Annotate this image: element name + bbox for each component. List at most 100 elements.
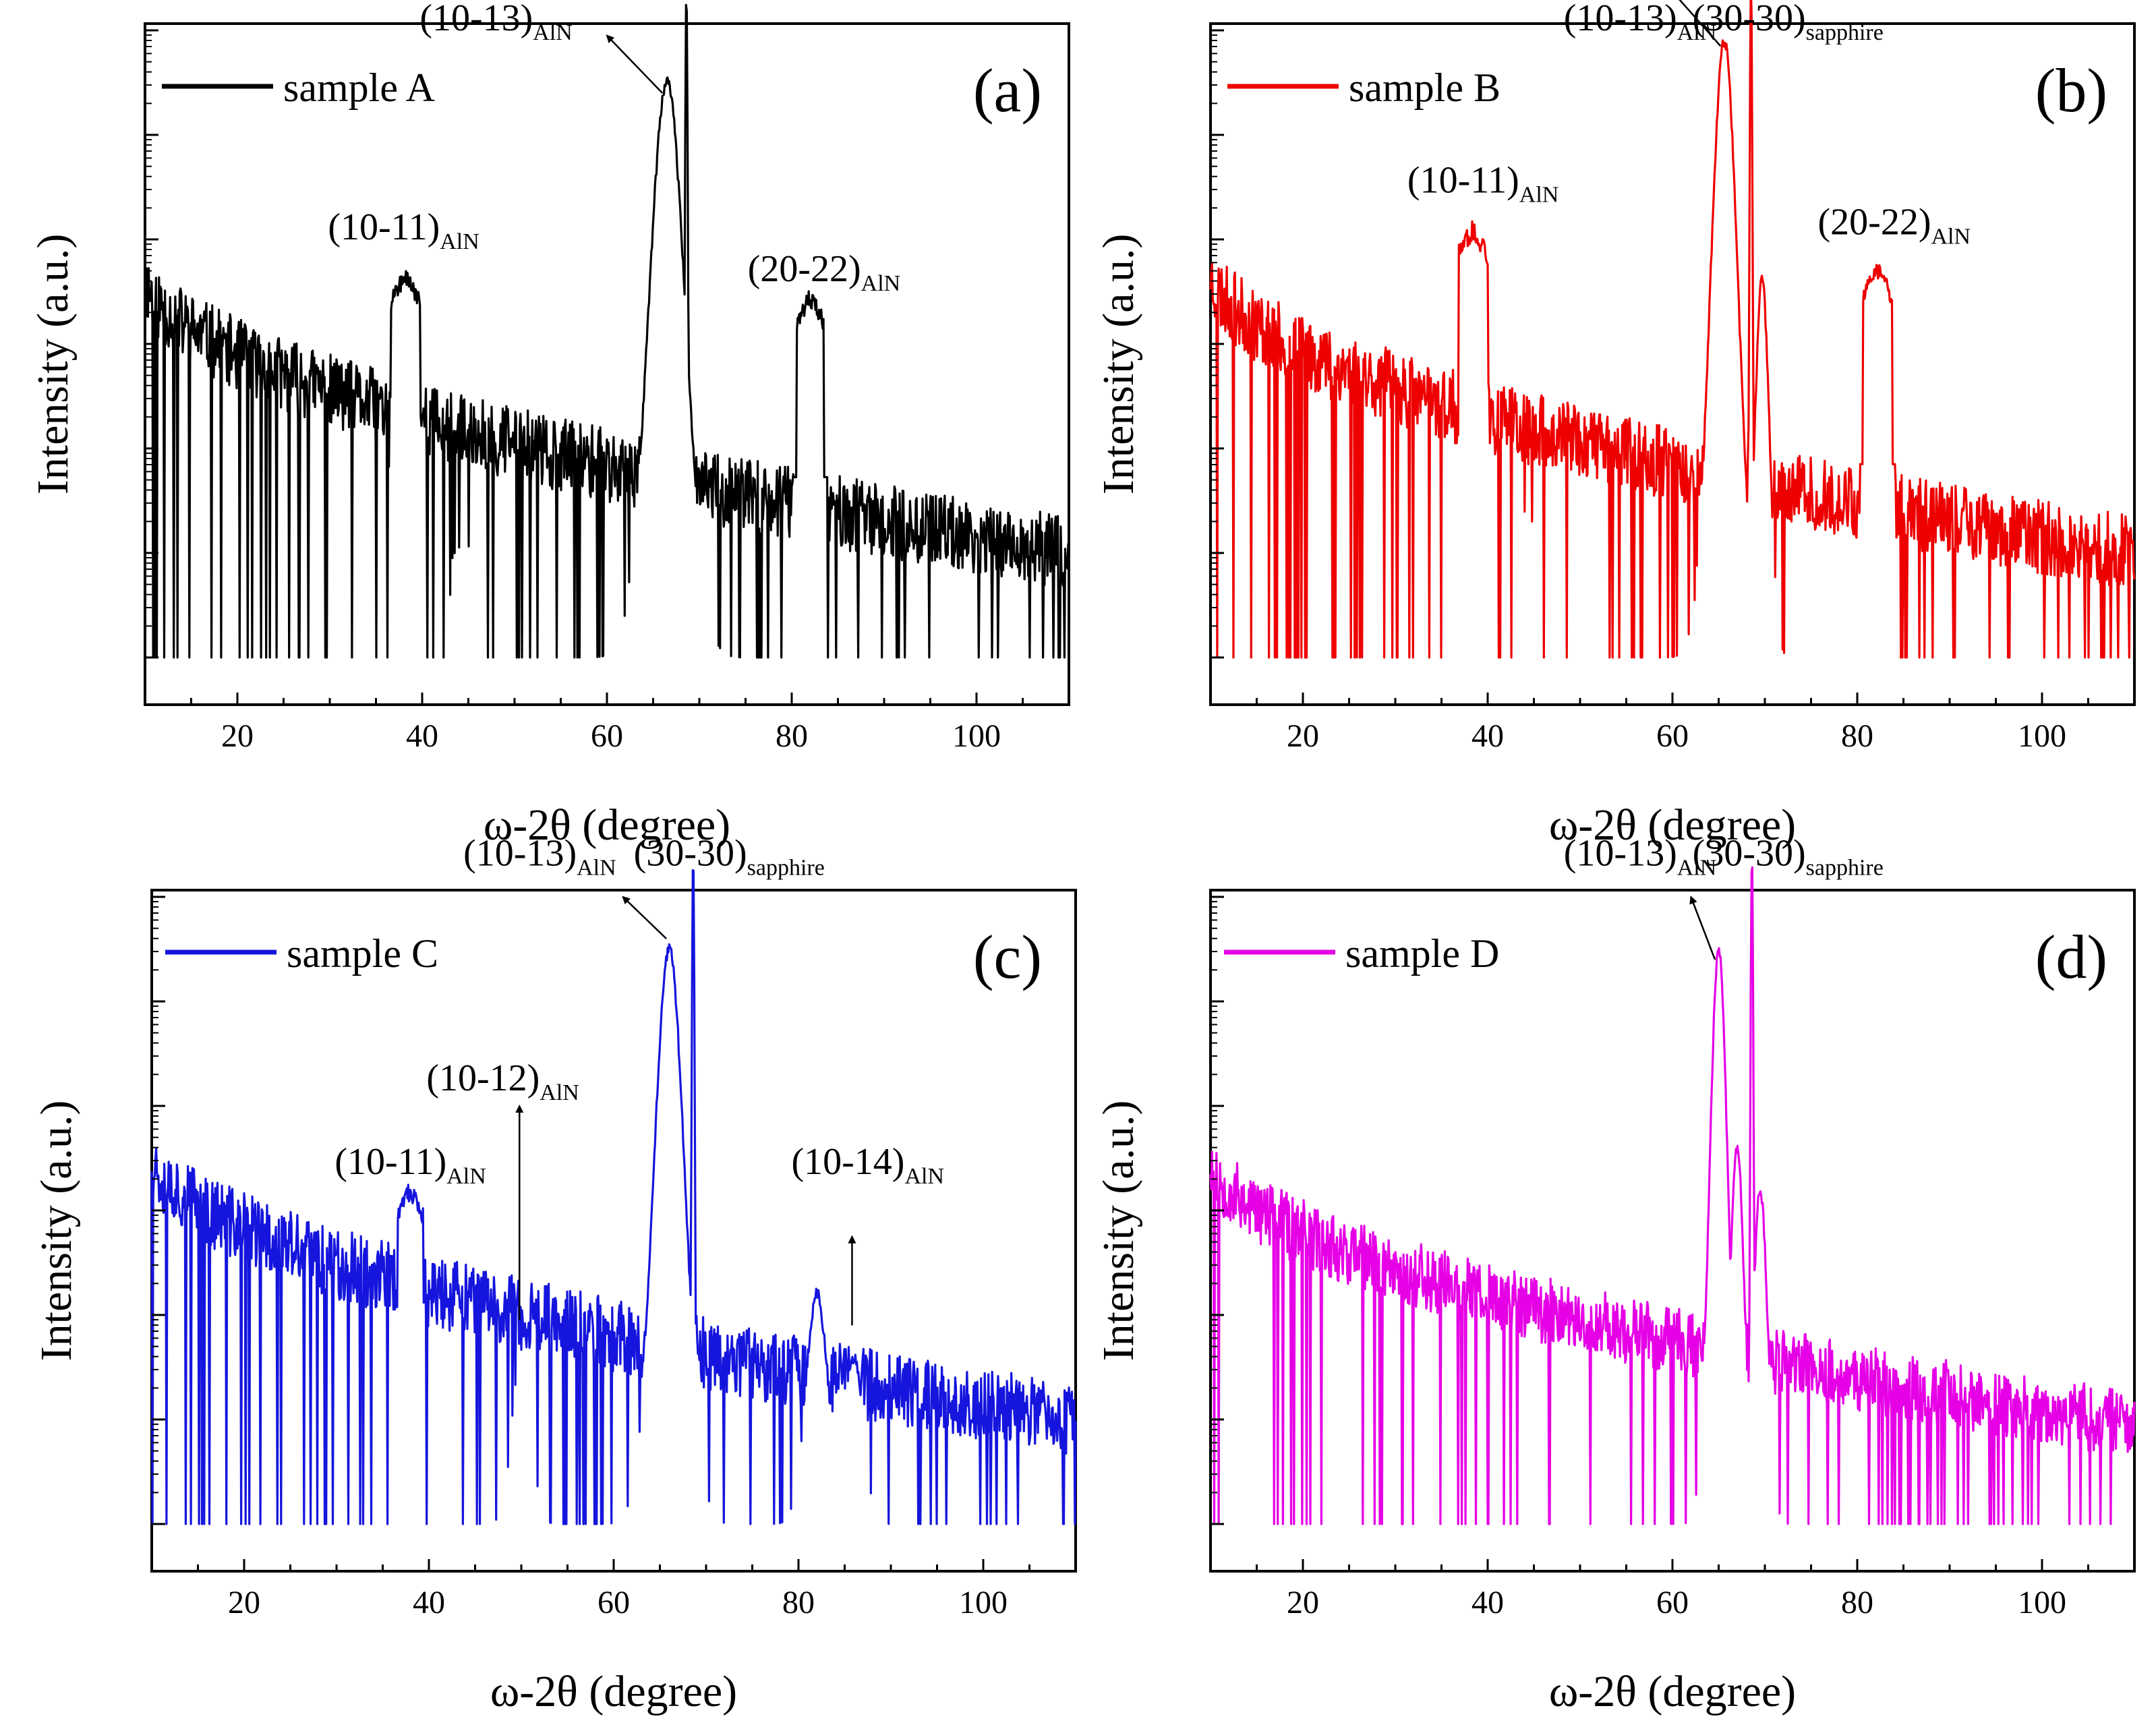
peak-label-index: (20-22) — [748, 248, 861, 290]
peak-label-subscript: sapphire — [1806, 20, 1884, 45]
series-line — [144, 3, 1070, 659]
x-tick-label: 80 — [1841, 718, 1873, 754]
peak-label: (10-12)AlN — [426, 1057, 579, 1105]
peak-label: (20-22)AlN — [1818, 201, 1971, 249]
panel-label: (b) — [2035, 56, 2107, 125]
peak-label: (10-11)AlN — [1407, 159, 1558, 207]
legend-label: sample D — [1345, 931, 1499, 976]
x-tick-label: 40 — [406, 718, 438, 754]
panel-c: 20 40 60 80 100 (10-11)AlN(10-12)AlN(10-13)A… — [32, 833, 1077, 1716]
peak-label: (10-14)AlN — [791, 1141, 944, 1189]
peak-label-index: (10-13) — [1564, 833, 1677, 875]
legend: sample D — [1224, 931, 1499, 976]
peak-label: (30-30)sapphire — [1693, 833, 1884, 881]
peak-label-subscript: AlN — [1931, 224, 1971, 249]
peak-label: (10-13)AlN — [1564, 0, 1717, 45]
peak-label-subscript: sapphire — [1806, 856, 1884, 881]
peak-label-subscript: AlN — [904, 1164, 944, 1189]
x-tick-label: 60 — [1656, 718, 1689, 754]
peak-label-subscript: sapphire — [747, 856, 825, 881]
peak-label-index: (10-11) — [334, 1141, 446, 1183]
x-axis-title: ω-2θ (degree) — [484, 800, 730, 850]
axis-ticks: 20 40 60 80 100 — [1209, 896, 2136, 1620]
data-series-line — [1209, 866, 2136, 1525]
peak-label-subscript: AlN — [540, 1080, 579, 1105]
peak-label: (10-13)AlN — [463, 833, 616, 881]
peak-label-index: (10-11) — [1407, 159, 1519, 201]
peak-label-subscript: AlN — [1677, 20, 1717, 45]
y-axis-title: Intensity (a.u.) — [32, 1101, 81, 1361]
legend-label: sample B — [1349, 65, 1501, 110]
x-tick-label: 20 — [228, 1585, 260, 1620]
x-tick-label: 20 — [1287, 718, 1319, 754]
x-tick-label: 80 — [782, 1585, 815, 1620]
peak-label-index: (30-30) — [634, 833, 747, 875]
x-axis-title: ω-2θ (degree) — [490, 1667, 737, 1716]
x-tick-label: 20 — [1287, 1585, 1319, 1620]
peak-label-index: (10-14) — [791, 1141, 904, 1183]
x-tick-label: 100 — [2018, 718, 2066, 754]
x-tick-label: 80 — [776, 718, 808, 754]
peak-label-subscript: AlN — [446, 1164, 486, 1189]
peak-annotations: (10-13)AlN(30-30)sapphire — [1564, 833, 1884, 960]
peak-label: (10-11)AlN — [334, 1141, 486, 1189]
panel-d: 20 40 60 80 100 (10-13)AlN(30-30)sapphire sa… — [1094, 833, 2136, 1716]
peak-label-subscript: AlN — [1519, 182, 1559, 207]
peak-annotations: (10-11)AlN(10-13)AlN(30-30)sapphire(20-2… — [1407, 0, 1971, 249]
peak-label-index: (10-13) — [1564, 0, 1677, 39]
y-axis-title: Intensity (a.u.) — [1094, 234, 1143, 495]
legend-label: sample C — [287, 931, 438, 976]
peak-label: (30-30)sapphire — [1693, 0, 1884, 45]
peak-label-index: (10-12) — [426, 1057, 540, 1099]
peak-label-subscript: AlN — [533, 20, 573, 45]
legend: sample A — [162, 65, 435, 110]
data-series-line — [150, 869, 1077, 1525]
x-tick-label: 40 — [1472, 1585, 1504, 1620]
x-tick-label: 100 — [952, 718, 1001, 754]
peak-label-subscript: AlN — [1677, 856, 1717, 881]
x-tick-label: 100 — [2018, 1585, 2066, 1620]
axis-ticks: 20 40 60 80 100 — [150, 896, 1077, 1620]
x-tick-label: 60 — [598, 1585, 630, 1620]
axis-ticks: 20 40 60 80 100 — [144, 29, 1070, 754]
series-line — [1209, 0, 2136, 659]
y-axis-title: Intensity (a.u.) — [1094, 1101, 1143, 1361]
peak-label-index: (10-13) — [419, 0, 533, 39]
peak-label-subscript: AlN — [577, 856, 616, 881]
legend-label: sample A — [283, 65, 435, 110]
x-tick-label: 100 — [959, 1585, 1008, 1620]
peak-label-index: (10-11) — [328, 206, 440, 248]
x-axis-title: ω-2θ (degree) — [1549, 800, 1796, 850]
peak-label: (30-30)sapphire — [634, 833, 825, 881]
peak-label: (10-13)AlN — [1564, 833, 1717, 881]
peak-annotations: (10-11)AlN(10-12)AlN(10-13)AlN (30-30)sap… — [334, 833, 944, 1326]
peak-label-index: (30-30) — [1693, 0, 1806, 39]
legend: sample B — [1227, 65, 1501, 110]
panel-label: (d) — [2035, 922, 2107, 991]
peak-label: (10-11)AlN — [328, 206, 479, 254]
x-tick-label: 40 — [1472, 718, 1504, 754]
data-series-line — [1209, 0, 2136, 659]
series-line — [1209, 866, 2136, 1525]
peak-annotations: (10-11)AlN(10-13)AlN(30-30)sapphire(20-2… — [328, 0, 900, 296]
peak-label-index: (20-22) — [1818, 201, 1931, 243]
y-axis-title: Intensity (a.u.) — [28, 234, 78, 495]
annotation-arrow — [1689, 896, 1716, 960]
peak-label-subscript: AlN — [861, 271, 901, 296]
x-tick-label: 80 — [1841, 1585, 1873, 1620]
data-series-line — [144, 3, 1070, 659]
peak-label-index: (30-30) — [1693, 833, 1806, 875]
peak-label-index: (10-13) — [463, 833, 577, 875]
peak-label-subscript: AlN — [440, 229, 479, 254]
series-line — [150, 869, 1077, 1525]
x-tick-label: 20 — [221, 718, 254, 754]
panel-b: 20 40 60 80 100 (10-11)AlN(10-13)AlN(30-30)s… — [1094, 0, 2136, 850]
annotation-arrow — [606, 34, 664, 94]
panel-label: (a) — [973, 56, 1042, 125]
annotation-arrow — [622, 896, 667, 939]
annotation-arrow — [1679, 0, 1722, 47]
x-tick-label: 40 — [413, 1585, 445, 1620]
legend: sample C — [165, 931, 438, 976]
x-tick-label: 60 — [1656, 1585, 1689, 1620]
